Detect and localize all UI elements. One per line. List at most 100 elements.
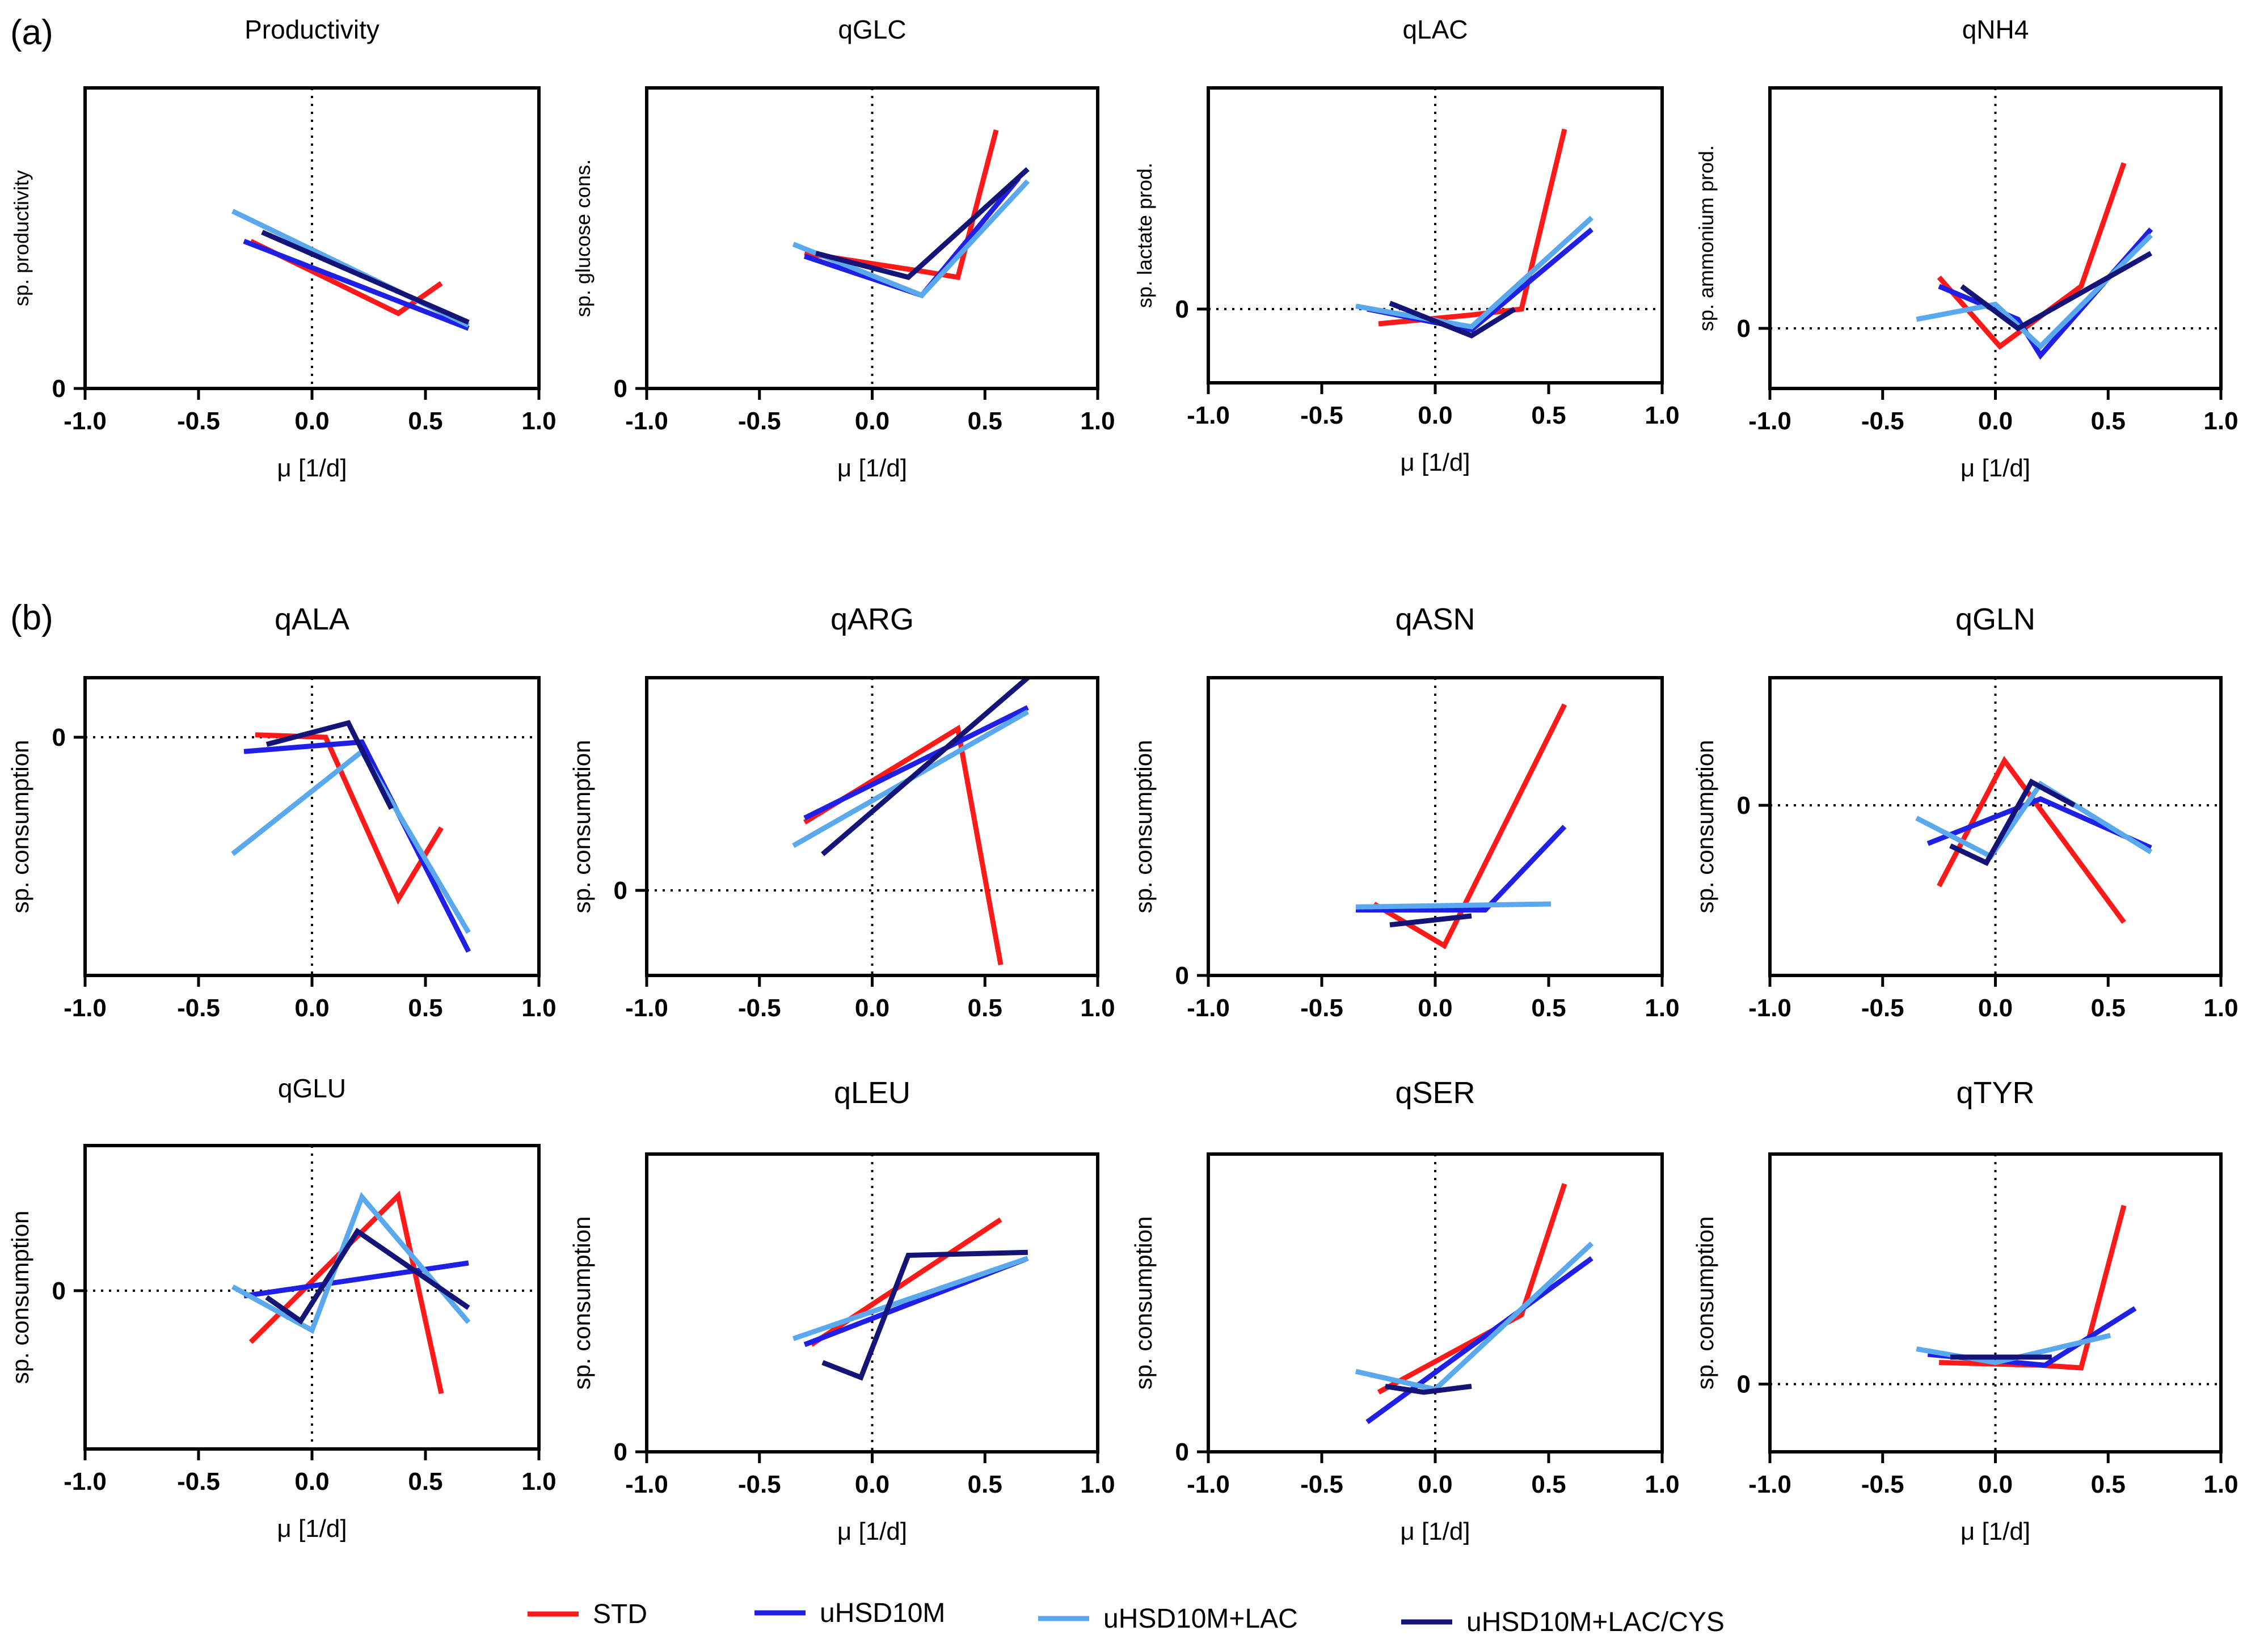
y-axis-label: sp. consumption	[568, 1216, 595, 1390]
y-axis-label: sp. consumption	[1130, 1216, 1157, 1390]
chart-title-qser: qSER	[1395, 1076, 1475, 1110]
x-tick-label: 0.0	[1978, 1471, 2013, 1498]
chart-title-qnh4: qNH4	[1962, 15, 2029, 44]
chart-qser: qSER -1.0 -0.5 0.0 0.5 1.0 0 μ [1/d] sp. consump…	[1130, 1076, 1680, 1545]
chart-title-qlac: qLAC	[1402, 15, 1468, 44]
y-axis-label: sp. consumption	[1130, 740, 1157, 914]
series-line-uhsd10m	[1365, 1256, 1593, 1425]
legend-item-uhsd10m: uHSD10M	[754, 1598, 945, 1628]
chart-title-productivity: Productivity	[244, 15, 380, 44]
legend-item-uhsd10m-lac-cys: uHSD10M+LAC/CYS	[1401, 1607, 1725, 1637]
y-tick-label: 0	[1737, 1371, 1751, 1399]
x-tick-label: 0.0	[1418, 402, 1452, 429]
x-axis-label: μ [1/d]	[1400, 449, 1470, 476]
chart-qleu: qLEU -1.0 -0.5 0.0 0.5 1.0 0 μ [1/d] sp. consump…	[568, 1076, 1115, 1545]
y-axis-label: sp. consumption	[1692, 740, 1718, 914]
chart-title-qasn: qASN	[1395, 602, 1475, 636]
y-axis-label: sp. glucose cons.	[571, 159, 595, 317]
plot-frame	[1207, 86, 1664, 385]
x-tick-label: 1.0	[1645, 1471, 1679, 1498]
x-tick-label: -1.0	[1748, 407, 1791, 435]
series-line-uhsd10m-lac-cys	[1385, 1384, 1472, 1395]
x-tick-label: -1.0	[625, 407, 668, 435]
x-tick-label: 1.0	[2203, 994, 2238, 1022]
series-line-uhsd10m-lac-cys	[1389, 913, 1472, 928]
x-tick-label: -0.5	[177, 407, 220, 435]
series-line-uhsd10m-lac	[231, 1192, 471, 1334]
y-tick-label: 0	[1175, 295, 1189, 323]
series-line-uhsd10m-lac	[792, 1256, 1029, 1341]
x-axis-label: μ [1/d]	[1400, 1518, 1470, 1545]
x-tick-label: 0.5	[2091, 407, 2126, 435]
x-tick-label: 0.5	[968, 994, 1002, 1022]
series-line-std	[1372, 703, 1567, 949]
x-axis-label: μ [1/d]	[277, 1515, 347, 1543]
charts-area: Productivity -1.0 -0.5 0.0 0.5 1.0 0 μ [1/d] sp.…	[7, 15, 2238, 1545]
series-line-uhsd10m-lac-cys	[1960, 251, 2153, 332]
y-tick-label: 0	[614, 877, 627, 905]
plot-frame	[645, 676, 1099, 977]
y-axis-label: sp. productivity	[10, 170, 33, 306]
x-tick-label: -1.0	[625, 1471, 668, 1498]
series-line-uhsd10m	[1356, 825, 1567, 912]
x-tick-label: -0.5	[738, 994, 781, 1022]
series-line-uhsd10m	[243, 1260, 469, 1299]
x-tick-label: -0.5	[1861, 407, 1904, 435]
chart-title-qglc: qGLC	[838, 15, 906, 44]
x-tick-label: 0.0	[294, 1468, 329, 1495]
legend-label: uHSD10M+LAC/CYS	[1466, 1607, 1725, 1637]
x-tick-label: 0.0	[1418, 994, 1452, 1022]
chart-qala: qALA -1.0 -0.5 0.0 0.5 1.0 0 sp. consumption	[7, 602, 557, 1022]
y-tick-label: 0	[52, 1277, 66, 1305]
y-axis-label: sp. consumption	[7, 740, 33, 914]
y-axis-label: sp. lactate prod.	[1133, 163, 1156, 308]
chart-qnh4: qNH4 -1.0 -0.5 0.0 0.5 1.0 0 μ [1/d] sp. ammoniu…	[1694, 15, 2238, 482]
panel-label-a: (a)	[10, 13, 53, 52]
x-tick-label: -0.5	[738, 407, 781, 435]
y-tick-label: 0	[614, 375, 627, 403]
x-tick-label: -0.5	[177, 994, 220, 1022]
x-tick-label: -1.0	[625, 994, 668, 1022]
y-tick-label: 0	[1737, 792, 1751, 819]
x-tick-label: -1.0	[64, 1468, 107, 1495]
y-axis-label: sp. consumption	[7, 1211, 33, 1384]
y-tick-label: 0	[52, 724, 66, 751]
chart-qgln: qGLN -1.0 -0.5 0.0 0.5 1.0 0 sp. consumption	[1692, 602, 2238, 1022]
chart-qglu: qGLU -1.0 -0.5 0.0 0.5 1.0 0 μ [1/d] sp. consump…	[7, 1074, 557, 1543]
chart-title-qala: qALA	[275, 602, 349, 636]
x-axis-label: μ [1/d]	[837, 1518, 907, 1545]
x-axis-label: μ [1/d]	[1961, 1518, 2030, 1545]
chart-qlac: qLAC -1.0 -0.5 0.0 0.5 1.0 0 μ [1/d] sp. lactate…	[1133, 15, 1680, 476]
series-line-uhsd10m-lac-cys	[265, 720, 394, 810]
series-line-uhsd10m-lac-cys	[261, 230, 470, 325]
chart-qtyr: qTYR -1.0 -0.5 0.0 0.5 1.0 0 μ [1/d] sp. consump…	[1692, 1076, 2238, 1545]
plot-frame	[1207, 676, 1664, 977]
x-tick-label: -0.5	[1861, 994, 1904, 1022]
y-axis-label: sp. ammonium prod.	[1694, 145, 1718, 331]
x-tick-label: -0.5	[1861, 1471, 1904, 1498]
legend-item-std: STD	[528, 1599, 647, 1629]
x-tick-label: 0.0	[294, 994, 329, 1022]
series-line-uhsd10m	[803, 705, 1029, 821]
y-tick-label: 0	[1737, 315, 1751, 343]
x-tick-label: -0.5	[1300, 994, 1343, 1022]
x-tick-label: 0.0	[294, 407, 329, 435]
x-tick-label: 0.5	[2091, 1471, 2126, 1498]
series-line-uhsd10m-lac	[1355, 901, 1552, 910]
series-line-uhsd10m-lac	[1355, 216, 1594, 330]
x-tick-label: 0.5	[408, 1468, 442, 1495]
x-tick-label: 1.0	[521, 1468, 556, 1495]
series-line-std	[250, 239, 443, 316]
chart-qglc: qGLC -1.0 -0.5 0.0 0.5 1.0 0 μ [1/d] sp. glucose…	[571, 15, 1115, 482]
chart-productivity: Productivity -1.0 -0.5 0.0 0.5 1.0 0 μ [1/d] sp.…	[10, 15, 557, 482]
x-tick-label: 0.0	[855, 1471, 889, 1498]
x-tick-label: -0.5	[177, 1468, 220, 1495]
x-tick-label: 1.0	[1080, 407, 1115, 435]
x-tick-label: 0.5	[1531, 1471, 1566, 1498]
plot-frame	[83, 676, 541, 977]
panel-label-b: (b)	[10, 598, 53, 637]
series-line-uhsd10m-lac	[1915, 780, 2153, 860]
plot-frame	[1768, 676, 2223, 977]
x-axis-label: μ [1/d]	[1961, 454, 2030, 482]
